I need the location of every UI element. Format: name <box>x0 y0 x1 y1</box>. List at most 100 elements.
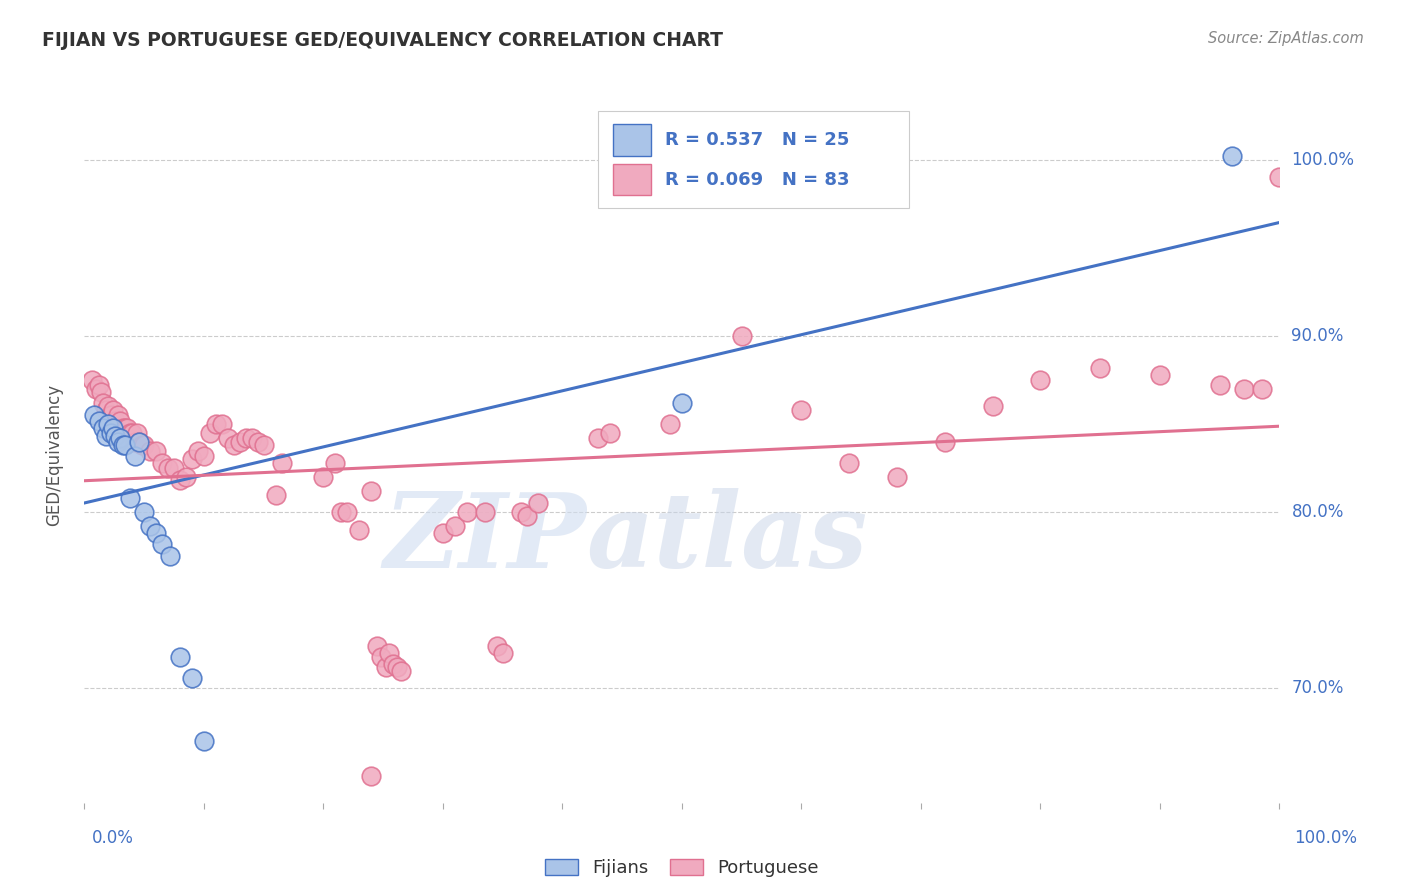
Point <box>180 452 202 467</box>
Legend: Fijians, Portuguese: Fijians, Portuguese <box>538 852 825 884</box>
Point <box>1029 373 1052 387</box>
Point <box>387 660 409 674</box>
Text: 0.0%: 0.0% <box>91 829 134 847</box>
Point <box>193 734 215 748</box>
Text: 70.0%: 70.0% <box>1291 680 1344 698</box>
Point <box>1149 368 1171 382</box>
Point <box>240 431 263 445</box>
Point <box>838 456 860 470</box>
Point <box>485 639 508 653</box>
Text: Source: ZipAtlas.com: Source: ZipAtlas.com <box>1208 31 1364 46</box>
Point <box>87 378 110 392</box>
Point <box>312 470 335 484</box>
Point <box>124 434 146 449</box>
Point <box>1250 382 1272 396</box>
Point <box>1232 382 1254 396</box>
Point <box>270 456 292 470</box>
Point <box>125 425 148 440</box>
Point <box>117 420 139 434</box>
Point <box>118 425 141 440</box>
Point <box>128 434 150 449</box>
Text: 100.0%: 100.0% <box>1294 829 1357 847</box>
Point <box>235 431 257 445</box>
Point <box>360 769 382 783</box>
Point <box>370 649 392 664</box>
Bar <box>613 164 651 195</box>
Point <box>159 549 181 564</box>
Point <box>97 400 120 414</box>
Point <box>180 671 202 685</box>
Point <box>205 417 228 431</box>
Point <box>509 505 531 519</box>
Text: R = 0.069   N = 83: R = 0.069 N = 83 <box>665 170 849 189</box>
Point <box>389 664 412 678</box>
Point <box>110 431 132 445</box>
Point <box>131 438 153 452</box>
Point <box>107 434 129 449</box>
Text: ZIP: ZIP <box>384 488 586 589</box>
Point <box>110 413 132 427</box>
Point <box>80 373 103 387</box>
Point <box>336 505 359 519</box>
Point <box>187 443 209 458</box>
Point <box>1088 360 1111 375</box>
Point <box>1268 170 1291 185</box>
Point <box>121 425 143 440</box>
Point <box>671 396 693 410</box>
Point <box>107 409 129 423</box>
Point <box>97 417 120 431</box>
Point <box>118 491 141 505</box>
Point <box>246 434 269 449</box>
Point <box>456 505 478 519</box>
Point <box>366 639 388 653</box>
Point <box>198 425 221 440</box>
Point <box>139 519 162 533</box>
Point <box>330 505 353 519</box>
Bar <box>599 111 908 208</box>
Point <box>381 657 404 671</box>
Point <box>658 417 681 431</box>
Text: 100.0%: 100.0% <box>1291 151 1354 169</box>
Point <box>790 403 813 417</box>
Bar <box>613 124 651 156</box>
Point <box>84 382 107 396</box>
Point <box>163 461 186 475</box>
Point <box>169 474 191 488</box>
Y-axis label: GED/Equivalency: GED/Equivalency <box>45 384 63 526</box>
Point <box>150 537 173 551</box>
Text: atlas: atlas <box>586 488 868 589</box>
Point <box>731 329 754 343</box>
Point <box>217 431 239 445</box>
Point <box>264 487 287 501</box>
Point <box>323 456 346 470</box>
Point <box>150 456 173 470</box>
Point <box>169 649 191 664</box>
Text: FIJIAN VS PORTUGUESE GED/EQUIVALENCY CORRELATION CHART: FIJIAN VS PORTUGUESE GED/EQUIVALENCY COR… <box>42 31 723 50</box>
Point <box>492 646 515 660</box>
Point <box>83 409 105 423</box>
Point <box>100 425 122 440</box>
Point <box>90 385 112 400</box>
Point <box>349 523 371 537</box>
Point <box>222 438 245 452</box>
Point <box>124 449 146 463</box>
Point <box>101 420 124 434</box>
Point <box>515 508 537 523</box>
Point <box>94 429 117 443</box>
Point <box>981 400 1004 414</box>
Point <box>527 496 550 510</box>
Point <box>139 443 162 458</box>
Point <box>360 483 382 498</box>
Point <box>114 420 136 434</box>
Point <box>132 505 156 519</box>
Point <box>599 425 621 440</box>
Point <box>174 470 197 484</box>
Point <box>100 409 122 423</box>
Point <box>588 431 610 445</box>
Point <box>128 434 150 449</box>
Point <box>934 434 956 449</box>
Point <box>132 438 156 452</box>
Point <box>474 505 496 519</box>
Point <box>145 526 167 541</box>
Point <box>145 443 167 458</box>
